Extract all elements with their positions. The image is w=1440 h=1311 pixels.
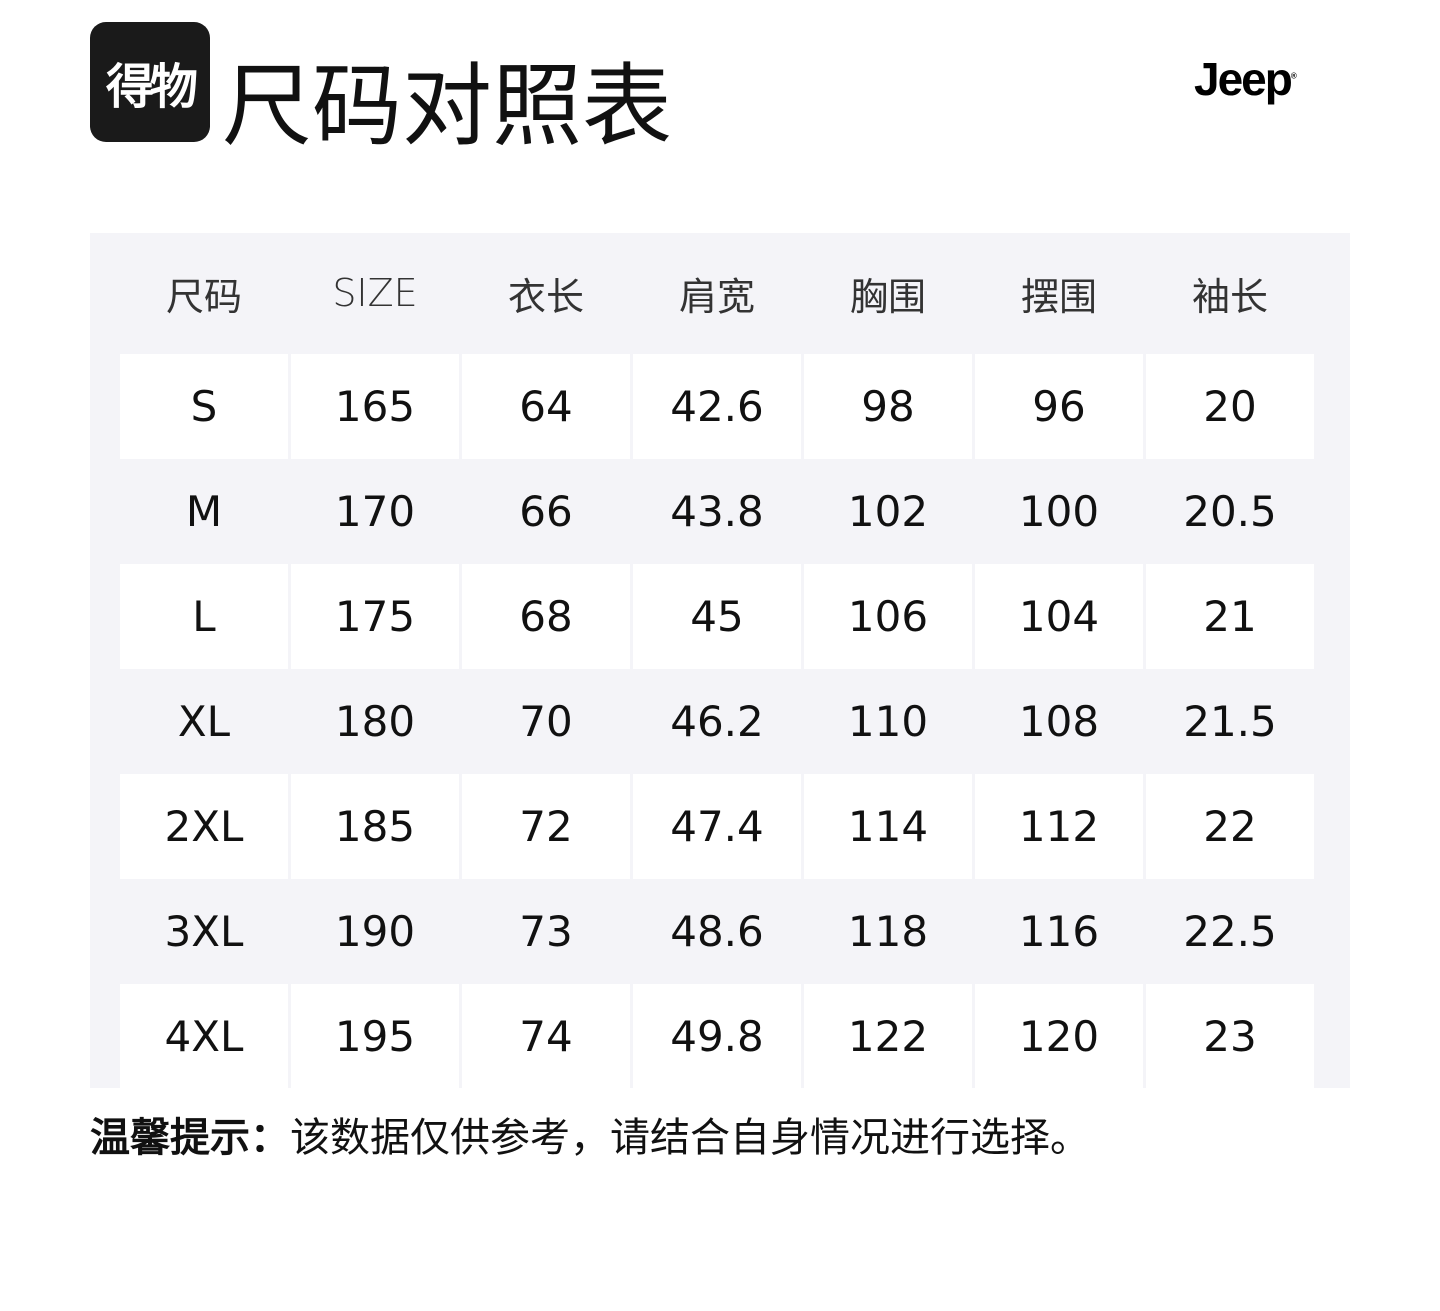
- tip-text: 该数据仅供参考，请结合自身情况进行选择。: [290, 1115, 1090, 1161]
- table-cell: 21.5: [1183, 697, 1277, 746]
- brand-text: Jeep: [1194, 53, 1293, 105]
- tip-note: 温馨提示：该数据仅供参考，请结合自身情况进行选择。: [90, 1112, 1090, 1164]
- tip-label: 温馨提示：: [90, 1115, 290, 1161]
- table-row: S 165 64 42.6 98 96 20: [120, 354, 1317, 459]
- table-cell: 106: [804, 564, 972, 669]
- table-cell: 195: [291, 984, 459, 1089]
- table-cell: 74: [462, 984, 630, 1089]
- table-cell: 68: [462, 564, 630, 669]
- table-header: 尺码 SIZE 衣长 肩宽 胸围 摆围 袖长: [120, 233, 1317, 353]
- table-cell: 23: [1146, 984, 1314, 1089]
- table-cell: 21: [1146, 564, 1314, 669]
- table-cell: 110: [847, 697, 929, 746]
- table-cell: 45: [633, 564, 801, 669]
- header-cell: 衣长: [507, 274, 584, 319]
- table-cell: 104: [975, 564, 1143, 669]
- table-row: 2XL 185 72 47.4 114 112 22: [120, 774, 1317, 879]
- table-cell: 22.5: [1183, 907, 1277, 956]
- header-cell: 袖长: [1191, 274, 1268, 319]
- table-cell: 180: [334, 697, 416, 746]
- table-cell: 185: [291, 774, 459, 879]
- table-cell: 72: [462, 774, 630, 879]
- table-row: XL 180 70 46.2 110 108 21.5: [120, 669, 1317, 774]
- table-cell: 112: [975, 774, 1143, 879]
- table-cell: 4XL: [120, 984, 288, 1089]
- table-cell: 122: [804, 984, 972, 1089]
- table-cell: 175: [291, 564, 459, 669]
- table-row: 4XL 195 74 49.8 122 120 23: [120, 984, 1317, 1089]
- table-cell: 2XL: [120, 774, 288, 879]
- header-cell: 胸围: [849, 274, 926, 319]
- table-cell: 20: [1146, 354, 1314, 459]
- header-cell: 摆围: [1020, 274, 1097, 319]
- table-cell: 43.8: [670, 487, 764, 536]
- dewu-logo: 得物: [90, 22, 210, 142]
- table-cell: 73: [519, 907, 573, 956]
- table-cell: 108: [1018, 697, 1100, 746]
- size-table: 尺码 SIZE 衣长 肩宽 胸围 摆围 袖长 S 165 64 42.6 98 96 20 M 170 66 4…: [90, 233, 1350, 1089]
- table-cell: 98: [804, 354, 972, 459]
- table-row: L 175 68 45 106 104 21: [120, 564, 1317, 669]
- table-cell: 102: [847, 487, 929, 536]
- table-cell: 47.4: [633, 774, 801, 879]
- table-cell: 49.8: [633, 984, 801, 1089]
- jeep-logo: Jeep®: [1194, 53, 1297, 105]
- table-cell: 3XL: [164, 907, 244, 956]
- header-cell: 尺码: [165, 274, 242, 319]
- page-title: 尺码对照表: [222, 54, 672, 159]
- table-cell: 22: [1146, 774, 1314, 879]
- table-cell: 96: [975, 354, 1143, 459]
- table-row: 3XL 190 73 48.6 118 116 22.5: [120, 879, 1317, 984]
- table-cell: 42.6: [633, 354, 801, 459]
- table-row: M 170 66 43.8 102 100 20.5: [120, 459, 1317, 564]
- table-cell: 66: [519, 487, 573, 536]
- header-cell: SIZE: [332, 271, 418, 315]
- table-cell: 114: [804, 774, 972, 879]
- table-cell: 165: [291, 354, 459, 459]
- table-cell: M: [185, 487, 223, 536]
- table-cell: XL: [177, 697, 231, 746]
- table-cell: 20.5: [1183, 487, 1277, 536]
- table-cell: 118: [847, 907, 929, 956]
- table-cell: 100: [1018, 487, 1100, 536]
- header-cell: 肩宽: [678, 274, 755, 319]
- table-cell: 48.6: [670, 907, 764, 956]
- table-cell: L: [120, 564, 288, 669]
- table-cell: 116: [1018, 907, 1100, 956]
- table-cell: 170: [334, 487, 416, 536]
- table-cell: 120: [975, 984, 1143, 1089]
- table-cell: 46.2: [670, 697, 764, 746]
- table-cell: S: [120, 354, 288, 459]
- table-cell: 190: [334, 907, 416, 956]
- table-cell: 70: [519, 697, 573, 746]
- table-cell: 64: [462, 354, 630, 459]
